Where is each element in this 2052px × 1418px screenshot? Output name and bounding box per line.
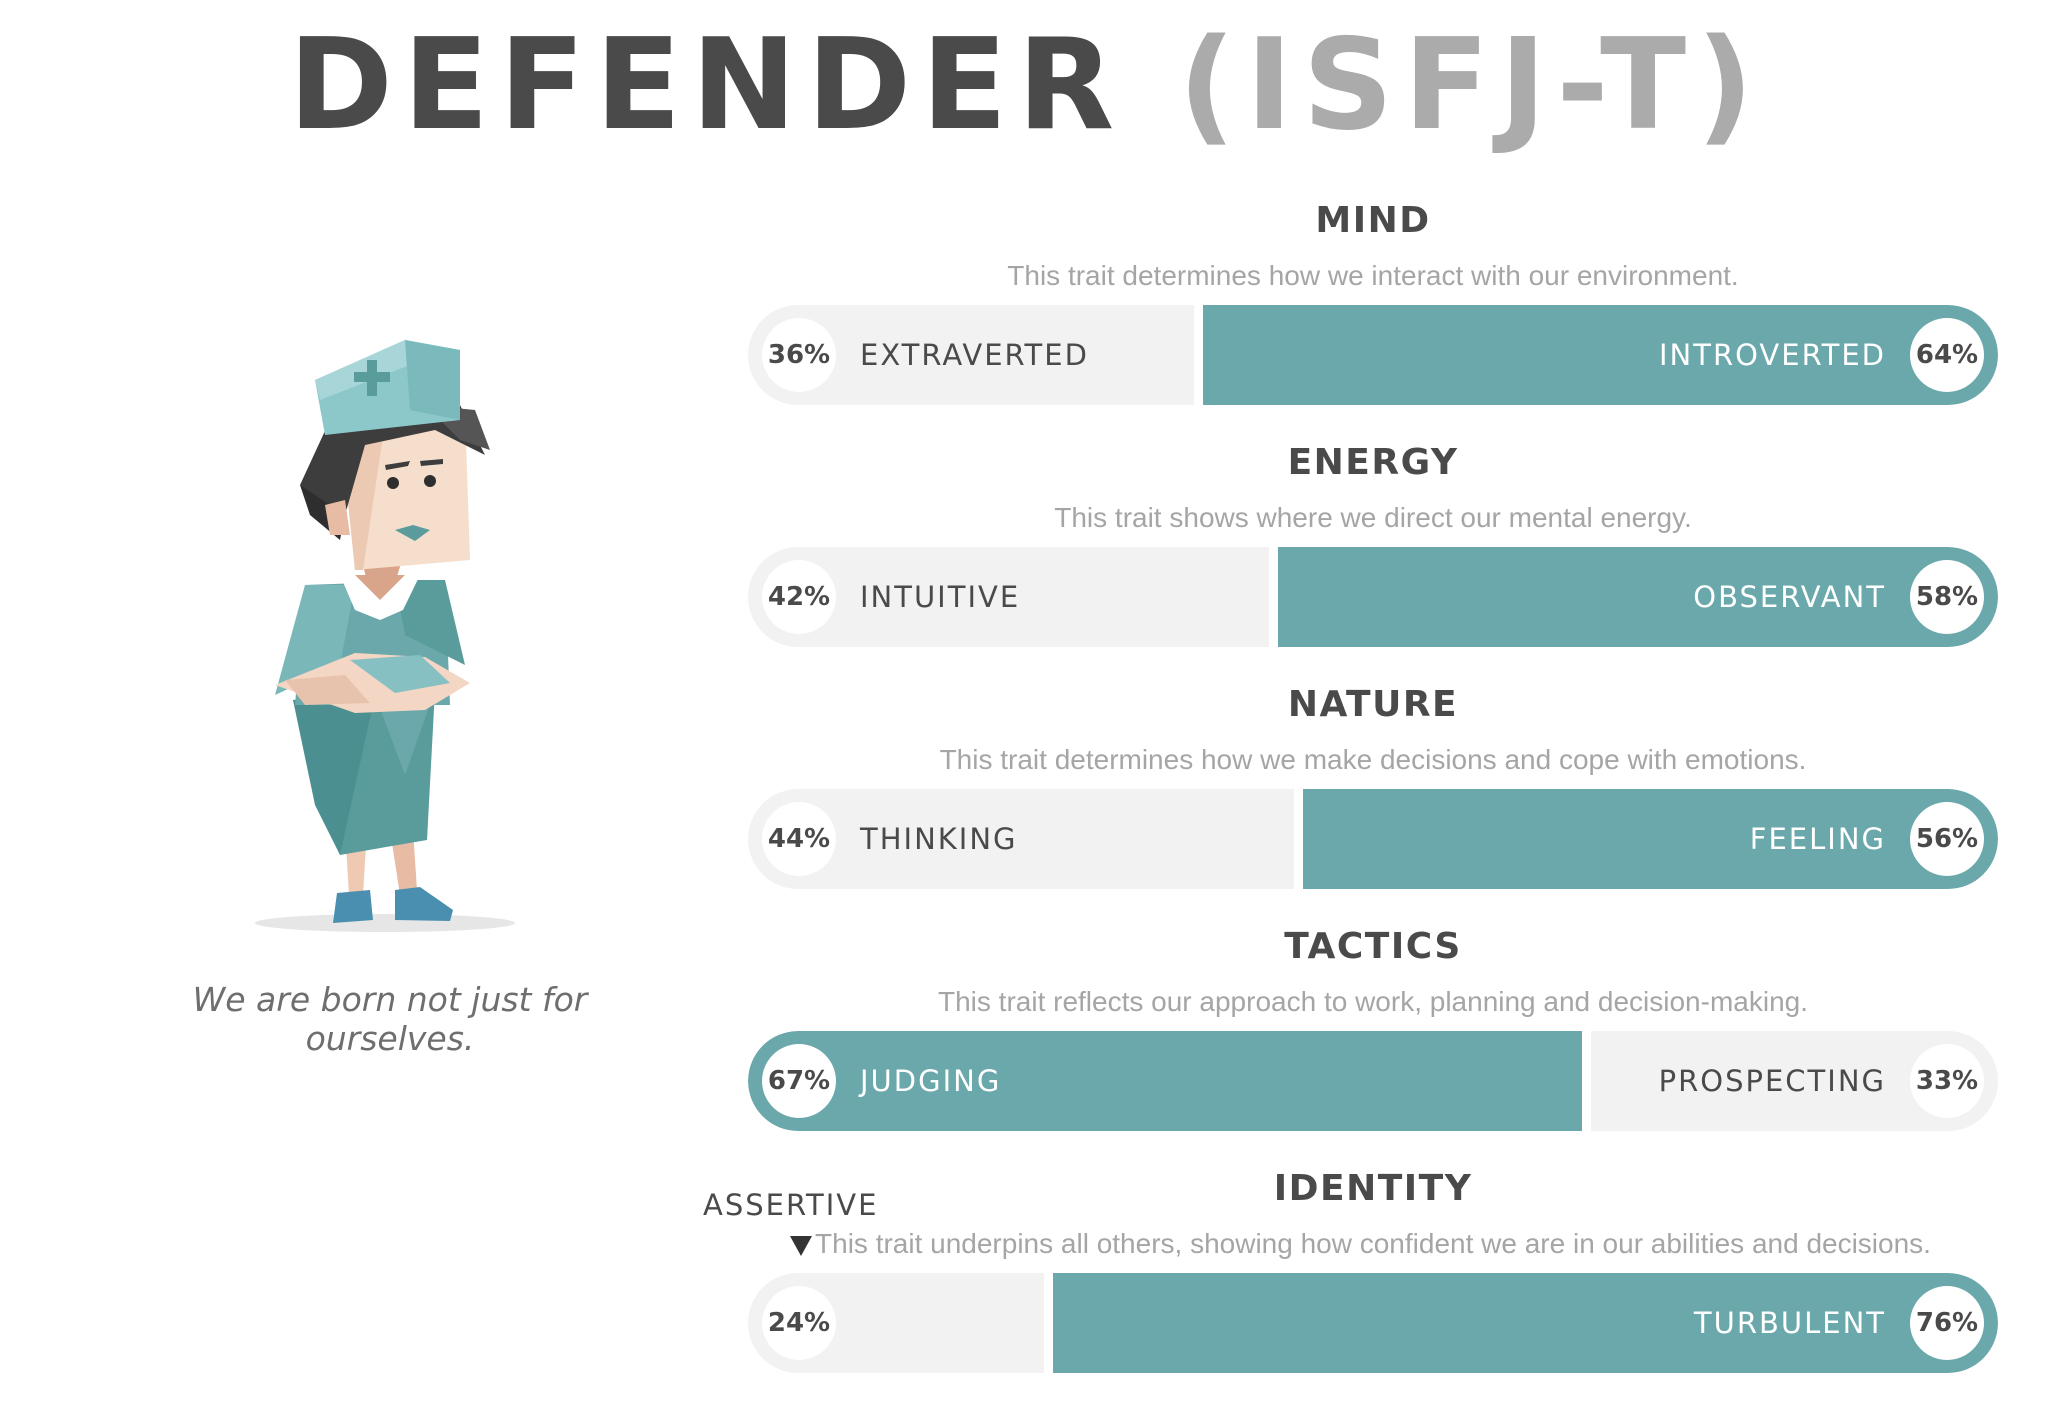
pct-badge-nature-left: 44% <box>762 802 836 876</box>
trait-label-energy-right: OBSERVANT <box>1693 547 1886 647</box>
trait-description-nature: This trait determines how we make decisi… <box>748 744 1998 776</box>
trait-description-identity: This trait underpins all others, showing… <box>748 1228 1998 1260</box>
trait-title-mind: MIND <box>748 200 1998 241</box>
pct-badge-nature-right: 56% <box>1910 802 1984 876</box>
trait-label-energy-left: INTUITIVE <box>860 547 1020 647</box>
trait-label-mind-left: EXTRAVERTED <box>860 305 1089 405</box>
trait-label-nature-right: FEELING <box>1750 789 1886 889</box>
trait-divider <box>1294 789 1303 889</box>
quote: We are born not just for ourselves. <box>120 980 660 1058</box>
trait-description-mind: This trait determines how we interact wi… <box>748 260 1998 292</box>
trait-fill-energy <box>1273 547 1998 647</box>
trait-title-tactics: TACTICS <box>748 926 1998 967</box>
pct-badge-energy-left: 42% <box>762 560 836 634</box>
pct-badge-mind-right: 64% <box>1910 318 1984 392</box>
pct-badge-mind-left: 36% <box>762 318 836 392</box>
trait-bar-nature: 44% 56% THINKING FEELING <box>748 789 1998 889</box>
trait-fill-nature <box>1298 789 1998 889</box>
trait-label-mind-right: INTROVERTED <box>1659 305 1886 405</box>
pct-badge-tactics-left: 67% <box>762 1044 836 1118</box>
trait-title-nature: NATURE <box>748 684 1998 725</box>
trait-bar-energy: 42% 58% INTUITIVE OBSERVANT <box>748 547 1998 647</box>
trait-label-identity-right: TURBULENT <box>1694 1273 1886 1373</box>
type-code: (ISFJ-T) <box>1178 11 1763 158</box>
pct-badge-tactics-right: 33% <box>1910 1044 1984 1118</box>
type-name: DEFENDER <box>288 11 1124 158</box>
trait-label-tactics-right: PROSPECTING <box>1659 1031 1886 1131</box>
pct-badge-identity-right: 76% <box>1910 1286 1984 1360</box>
pct-badge-identity-left: 24% <box>762 1286 836 1360</box>
trait-description-tactics: This trait reflects our approach to work… <box>748 986 1998 1018</box>
trait-bar-mind: 36% 64% EXTRAVERTED INTROVERTED <box>748 305 1998 405</box>
trait-divider <box>1582 1031 1591 1131</box>
page-title: DEFENDER (ISFJ-T) <box>0 20 2052 150</box>
trait-bar-identity: 24% 76% TURBULENT <box>748 1273 1998 1373</box>
trait-label-tactics-left: JUDGING <box>860 1031 1001 1131</box>
trait-label-nature-left: THINKING <box>860 789 1018 889</box>
trait-title-identity: IDENTITY <box>748 1168 1998 1209</box>
trait-divider <box>1044 1273 1053 1373</box>
defender-nurse-character-icon <box>245 335 525 935</box>
trait-divider <box>1194 305 1203 405</box>
trait-bar-tactics: 67% 33% JUDGING PROSPECTING <box>748 1031 1998 1131</box>
trait-description-energy: This trait shows where we direct our men… <box>748 502 1998 534</box>
trait-divider <box>1269 547 1278 647</box>
pct-badge-energy-right: 58% <box>1910 560 1984 634</box>
trait-title-energy: ENERGY <box>748 442 1998 483</box>
